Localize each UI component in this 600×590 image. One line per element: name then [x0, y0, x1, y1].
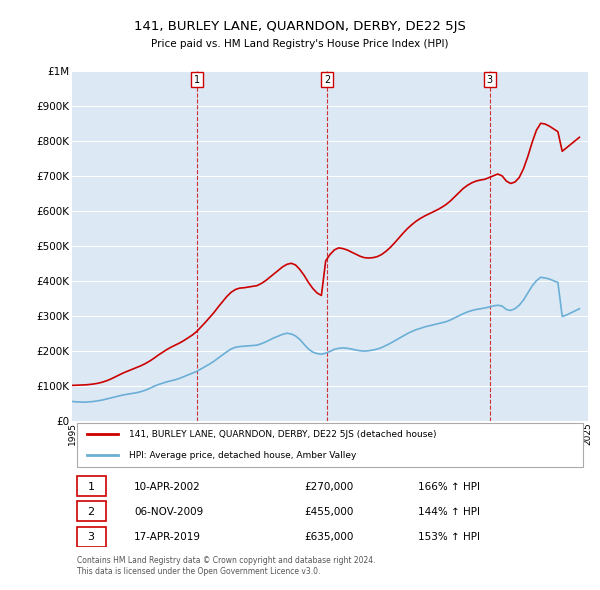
Text: £455,000: £455,000 — [304, 507, 353, 517]
Text: 141, BURLEY LANE, QUARNDON, DERBY, DE22 5JS (detached house): 141, BURLEY LANE, QUARNDON, DERBY, DE22 … — [129, 430, 436, 439]
Text: HPI: Average price, detached house, Amber Valley: HPI: Average price, detached house, Ambe… — [129, 451, 356, 460]
Text: 2: 2 — [324, 74, 331, 84]
Text: 17-APR-2019: 17-APR-2019 — [134, 532, 201, 542]
Text: Price paid vs. HM Land Registry's House Price Index (HPI): Price paid vs. HM Land Registry's House … — [151, 40, 449, 49]
Text: 1: 1 — [194, 74, 200, 84]
Text: 2: 2 — [88, 507, 95, 517]
FancyBboxPatch shape — [77, 476, 106, 496]
FancyBboxPatch shape — [77, 423, 583, 467]
Text: £270,000: £270,000 — [304, 481, 353, 491]
Text: 1: 1 — [88, 481, 95, 491]
FancyBboxPatch shape — [77, 502, 106, 522]
Text: 141, BURLEY LANE, QUARNDON, DERBY, DE22 5JS: 141, BURLEY LANE, QUARNDON, DERBY, DE22 … — [134, 20, 466, 33]
Text: 06-NOV-2009: 06-NOV-2009 — [134, 507, 203, 517]
Text: £635,000: £635,000 — [304, 532, 353, 542]
Text: 166% ↑ HPI: 166% ↑ HPI — [418, 481, 480, 491]
Text: 153% ↑ HPI: 153% ↑ HPI — [418, 532, 480, 542]
Text: Contains HM Land Registry data © Crown copyright and database right 2024.
This d: Contains HM Land Registry data © Crown c… — [77, 556, 376, 576]
Text: 3: 3 — [487, 74, 493, 84]
FancyBboxPatch shape — [77, 527, 106, 547]
Text: 144% ↑ HPI: 144% ↑ HPI — [418, 507, 480, 517]
Text: 10-APR-2002: 10-APR-2002 — [134, 481, 200, 491]
Text: 3: 3 — [88, 532, 95, 542]
